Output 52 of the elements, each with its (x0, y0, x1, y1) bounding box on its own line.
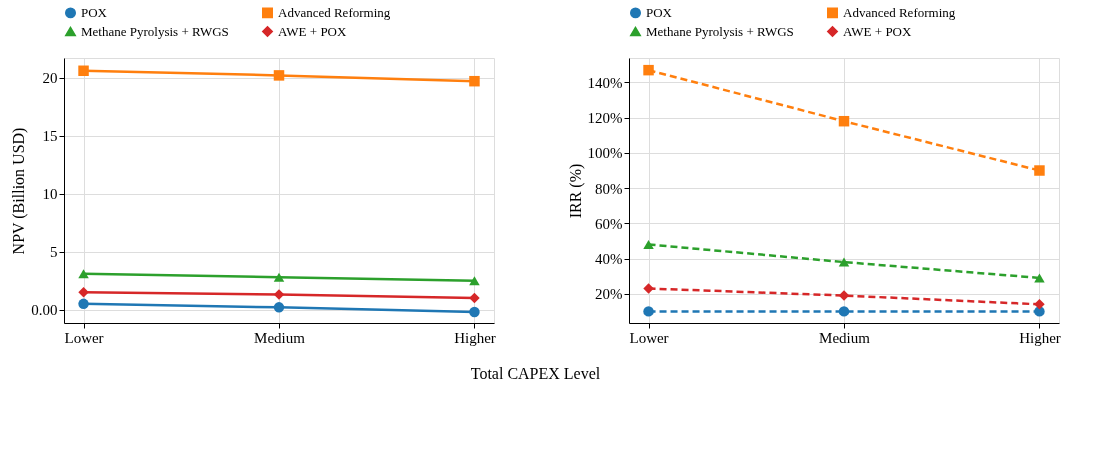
x-tick-label: Medium (819, 329, 871, 346)
y-tick-label: 0.00 (31, 302, 58, 319)
legend-label: POX (81, 4, 108, 20)
point (838, 306, 850, 317)
x-tick-label: Medium (254, 329, 306, 346)
point (469, 75, 480, 87)
y-tick-label: 60% (595, 215, 623, 232)
point (273, 272, 285, 282)
point (273, 289, 285, 300)
point (1034, 273, 1045, 283)
legend-label: Advanced Reforming (278, 4, 391, 20)
legend-label: Methane Pyrolysis + RWGS (646, 23, 794, 39)
legend-label: Advanced Reforming (843, 4, 956, 20)
point (469, 306, 480, 318)
y-tick-label: 40% (595, 251, 623, 268)
y-tick-label: 80% (595, 180, 623, 197)
legend-label: AWE + POX (843, 23, 913, 39)
point (838, 115, 850, 127)
x-axis-title: Total CAPEX Level (470, 364, 601, 382)
point (78, 287, 89, 298)
point (78, 298, 89, 310)
point (469, 292, 480, 304)
point (643, 64, 654, 76)
point (838, 257, 850, 267)
y-tick-label: 15 (42, 128, 58, 145)
y-tick-label: 20 (42, 70, 58, 87)
point (273, 302, 285, 313)
legend-label: Methane Pyrolysis + RWGS (81, 23, 229, 39)
x-tick-label: Lower (629, 329, 669, 346)
y-tick-label: 120% (587, 110, 623, 127)
point (643, 239, 654, 250)
point (469, 276, 480, 286)
y-axis-title: IRR (%) (566, 163, 585, 219)
y-axis-title: NPV (Billion USD) (10, 127, 29, 255)
y-tick-label: 10 (42, 186, 58, 203)
point (78, 269, 89, 279)
x-tick-label: Lower (64, 329, 104, 346)
point (1034, 165, 1045, 176)
legend-label: POX (646, 4, 673, 20)
legend-label: AWE + POX (278, 23, 348, 39)
y-tick-label: 140% (587, 74, 623, 91)
point (1034, 299, 1045, 310)
point (643, 283, 654, 294)
point (838, 290, 850, 301)
point (273, 70, 285, 81)
y-tick-label: 100% (587, 145, 623, 162)
x-tick-label: Higher (454, 329, 496, 346)
y-tick-label: 5 (50, 244, 58, 261)
y-tick-label: 20% (595, 286, 623, 303)
x-tick-label: Higher (1019, 329, 1061, 346)
point (643, 306, 654, 317)
point (78, 65, 89, 76)
